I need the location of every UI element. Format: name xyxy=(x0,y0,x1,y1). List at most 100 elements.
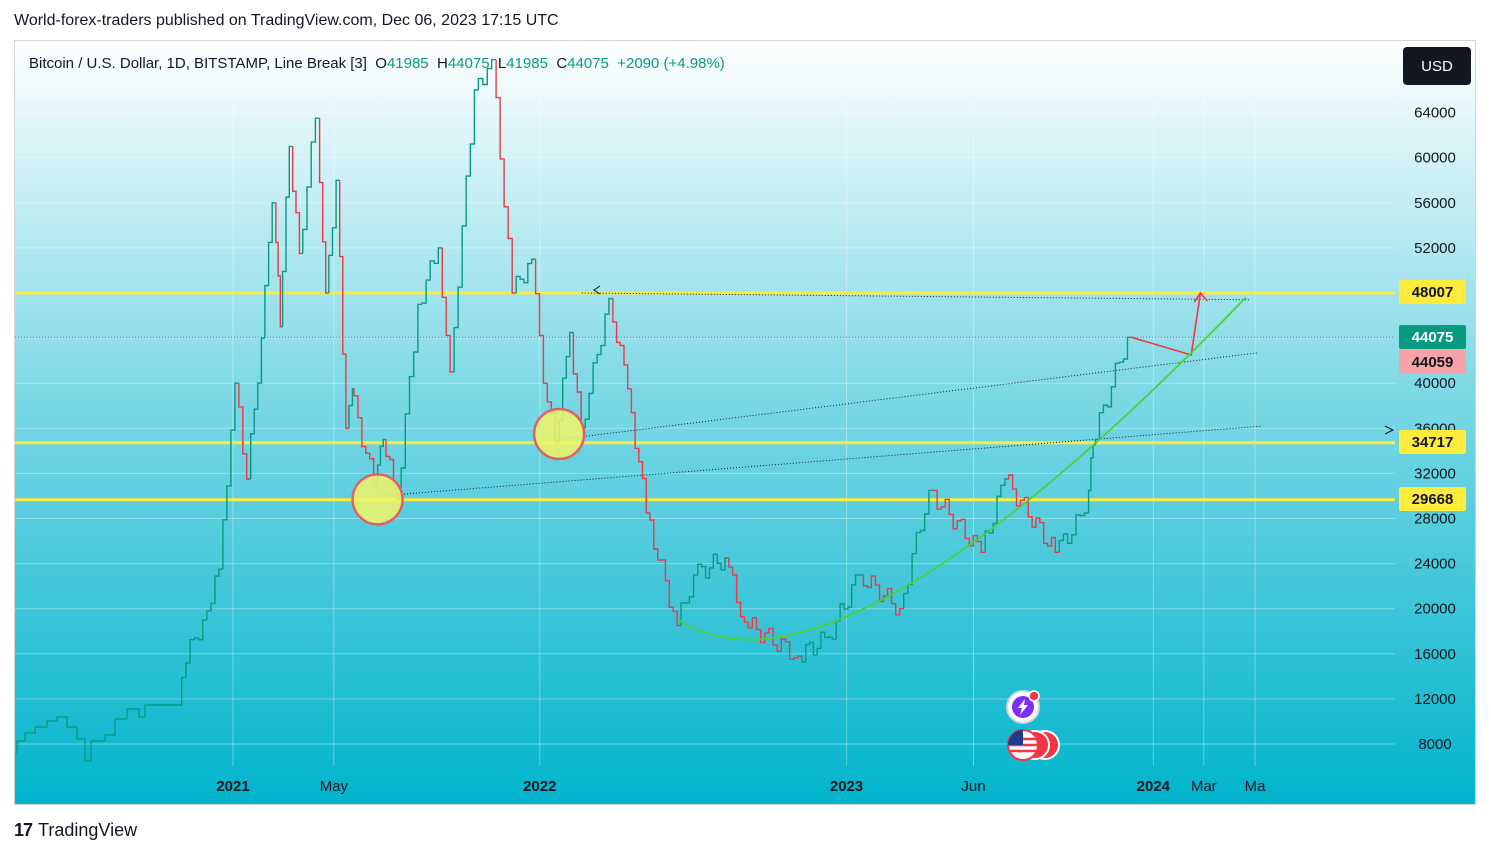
series-segment xyxy=(515,258,536,293)
price-badge-bg xyxy=(1399,325,1466,349)
series-segment xyxy=(238,383,251,480)
series-segment xyxy=(831,574,864,640)
currency-button[interactable]: USD xyxy=(1403,47,1471,85)
y-tick-label: 64000 xyxy=(1414,105,1456,122)
annotations xyxy=(351,285,1395,641)
y-tick-label: 60000 xyxy=(1414,150,1456,167)
series-segment xyxy=(801,631,833,663)
y-tick-label: 8000 xyxy=(1418,736,1451,753)
x-tick-label: Jun xyxy=(961,778,985,795)
series-segment xyxy=(421,247,443,305)
legend-open-value: 41985 xyxy=(386,55,429,72)
series-segment xyxy=(862,574,904,616)
series-segment xyxy=(441,247,455,373)
projection-path xyxy=(1131,292,1202,357)
price-badge-label: 44075 xyxy=(1412,329,1454,346)
series-segment xyxy=(680,574,698,626)
y-tick-label: 16000 xyxy=(1414,646,1456,663)
event-icons xyxy=(1006,690,1060,761)
legend-symbol: Bitcoin / U.S. Dollar, 1D, BITSTAMP, Lin… xyxy=(29,55,367,72)
x-tick-label: Ma xyxy=(1245,778,1266,795)
legend-close-value: 44075 xyxy=(567,55,609,72)
price-badges: 48007 44075 44059 34717 29668 xyxy=(1399,280,1466,511)
series-segment xyxy=(181,619,207,679)
series-segment xyxy=(206,568,223,620)
legend-close-label: C xyxy=(556,55,568,72)
price-badge-label: 34717 xyxy=(1412,434,1454,451)
y-tick-label: 56000 xyxy=(1414,195,1456,212)
series-segment xyxy=(495,59,517,294)
series-segment xyxy=(747,616,802,660)
us-flag-icon[interactable] xyxy=(1007,729,1060,761)
chart-legend: Bitcoin / U.S. Dollar, 1D, BITSTAMP, Lin… xyxy=(29,55,725,72)
price-badge-bg xyxy=(1399,487,1466,511)
series-segment xyxy=(302,117,320,254)
series-segment xyxy=(903,489,934,609)
trendline xyxy=(559,352,1259,441)
highlight-circle xyxy=(532,407,586,461)
trendline xyxy=(380,425,1263,497)
series-segment xyxy=(348,388,354,429)
series-segment xyxy=(697,553,729,579)
projection-arrowhead xyxy=(1193,291,1209,303)
highlight-circle xyxy=(351,473,404,526)
y-tick-label: 24000 xyxy=(1414,556,1456,573)
series-segment xyxy=(281,145,293,327)
series-segment xyxy=(275,202,283,328)
series-segment xyxy=(1094,336,1132,446)
series-segment xyxy=(339,180,349,429)
series-segment xyxy=(328,179,340,293)
price-axis[interactable]: 6400060000560005200048000440004000036000… xyxy=(1414,105,1456,753)
series-segment xyxy=(376,438,386,485)
legend-open-label: O xyxy=(375,55,387,72)
series-segment xyxy=(534,259,548,384)
y-tick-label: 28000 xyxy=(1414,511,1456,528)
price-badge-bg xyxy=(1399,430,1466,454)
chart-panel[interactable]: 6400060000560005200048000440004000036000… xyxy=(14,40,1476,805)
x-tick-label: 2022 xyxy=(523,778,556,795)
y-tick-label: 52000 xyxy=(1414,240,1456,257)
footer-brand-name: TradingView xyxy=(38,820,138,840)
series-segment xyxy=(1008,474,1060,553)
y-tick-label: 20000 xyxy=(1414,601,1456,618)
x-tick-label: May xyxy=(320,778,349,795)
series-segment xyxy=(477,58,497,90)
trendline-arrow xyxy=(593,285,601,295)
chart-canvas[interactable]: 6400060000560005200048000440004000036000… xyxy=(15,41,1476,805)
series-segment xyxy=(1058,512,1089,553)
time-axis[interactable]: 20202021May20222023Jun2024MarMa xyxy=(15,778,1266,795)
x-tick-label: 2021 xyxy=(216,778,249,795)
legend-high-label: H xyxy=(437,55,448,72)
series-segment xyxy=(400,303,423,500)
y-tick-label: 32000 xyxy=(1414,465,1456,482)
y-tick-label: 40000 xyxy=(1414,375,1456,392)
legend-low-value: 41985 xyxy=(506,55,548,72)
price-badge-bg xyxy=(1399,350,1466,374)
trendline xyxy=(581,292,1251,301)
trendline-arrow xyxy=(1384,425,1395,435)
footer-brand[interactable]: 17 TradingView xyxy=(14,820,137,841)
series-segment xyxy=(318,118,329,294)
price-badge-label: 48007 xyxy=(1412,284,1454,301)
series-segment xyxy=(292,146,303,255)
legend-low-label: L xyxy=(497,55,507,72)
price-badge-label: 29668 xyxy=(1412,491,1454,508)
chart-background xyxy=(15,41,1475,804)
series-segment xyxy=(264,202,276,339)
series-segment xyxy=(728,558,749,623)
series-segment xyxy=(612,298,632,390)
publisher-line: World-forex-traders published on Trading… xyxy=(14,12,559,29)
series-segment xyxy=(584,297,613,429)
price-badge-label: 44059 xyxy=(1412,354,1454,371)
x-tick-label: 2023 xyxy=(830,778,863,795)
legend-high-value: 44075 xyxy=(447,55,490,72)
tradingview-logo-icon: 17 xyxy=(14,820,33,840)
y-tick-label: 12000 xyxy=(1414,691,1456,708)
series-segment xyxy=(16,678,183,762)
bowl-curve xyxy=(677,296,1247,641)
legend-change: +2090 (+4.98%) xyxy=(617,55,725,72)
price-series xyxy=(16,58,1132,762)
series-segment xyxy=(932,489,986,553)
lightning-icon[interactable] xyxy=(1006,690,1040,724)
trendlines xyxy=(380,292,1263,497)
